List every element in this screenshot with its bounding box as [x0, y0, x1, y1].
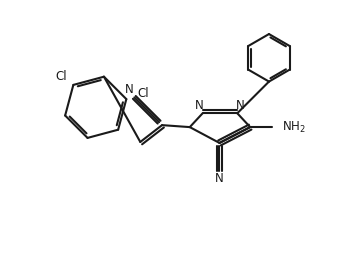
Text: N: N — [195, 99, 204, 112]
Text: N: N — [215, 172, 224, 185]
Text: N: N — [236, 99, 245, 112]
Text: N: N — [125, 83, 134, 96]
Text: NH$_2$: NH$_2$ — [282, 120, 306, 135]
Text: Cl: Cl — [56, 70, 67, 84]
Text: Cl: Cl — [137, 87, 149, 100]
